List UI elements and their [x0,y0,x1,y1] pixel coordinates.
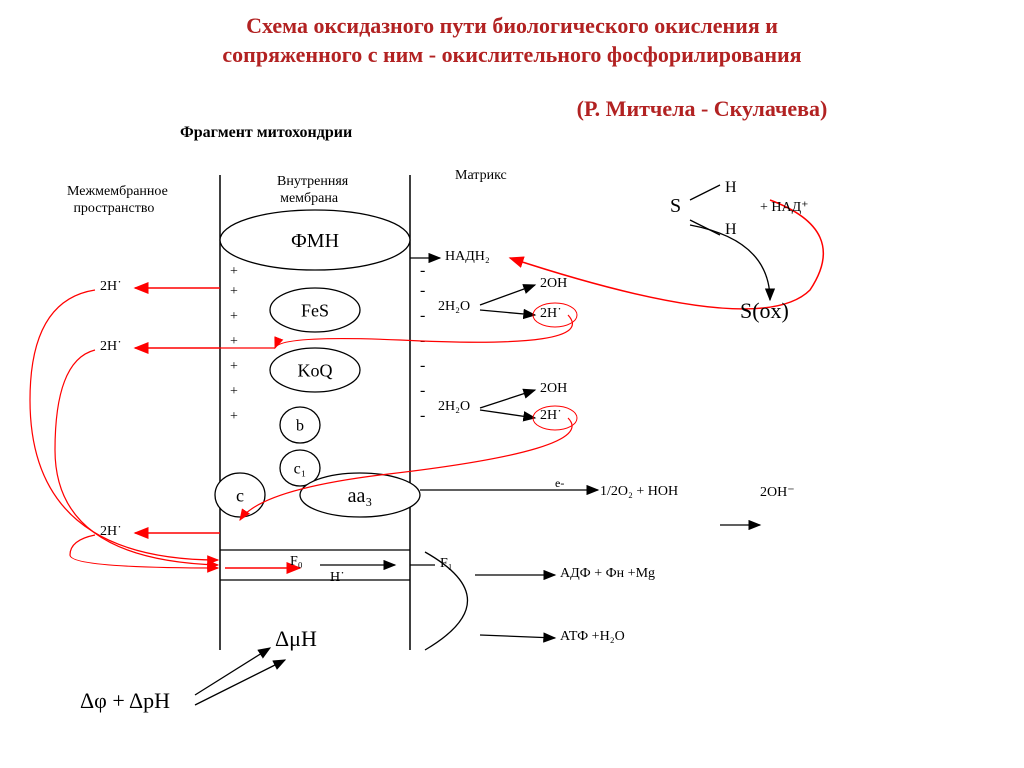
substrate-nad: + НАД⁺ [760,199,809,216]
path-s-slash-top [690,185,720,200]
charge-plus: + [230,334,238,349]
charge-plus: + [230,409,238,424]
diagram-svg: ФМНFeSKoQbc₁caa₃+-+-+-+-+-+-+- [0,0,1024,768]
matrix-adp: АДФ + Фн +Mg [560,566,655,582]
matrix-nadh2: НАДН₂ [445,249,490,265]
complex-label-c1: c₁ [294,461,307,478]
matrix-h2o_1: 2Н₂О [438,299,470,315]
arrow-dphi-to-dmh1 [195,648,270,695]
substrate-h1: H [725,179,737,197]
proton-left-0: 2H˙ [100,279,122,295]
matrix-oh_2: 2OH [540,381,567,397]
red-arrow-2h1-curve [30,290,218,560]
complex-label-koq: KoQ [298,360,333,380]
f1-label: F₁ [440,556,453,572]
substrate-sox: S(ox) [740,298,789,324]
f0-label: F₀ [290,554,303,570]
matrix-h_1: 2Н˙ [540,306,562,322]
substrate-h2: H [725,221,737,239]
matrix-oh_1: 2OH [540,276,567,292]
matrix-o2: 1/2О₂ + HOH [600,484,678,500]
arrow-h2o-split2b [480,410,535,418]
charge-plus: + [230,309,238,324]
path-s-slash-bot [690,220,720,235]
charge-plus: + [230,264,238,279]
complex-label-fes: FeS [301,300,329,320]
red-arrow-nad-to-nadh [510,200,823,309]
charge-minus: - [420,357,425,374]
matrix-e: e- [555,476,564,491]
charge-plus: + [230,284,238,299]
matrix-atp: АТФ +Н₂О [560,629,625,645]
complex-label-fmn: ФМН [291,230,339,252]
arrow-h2o-split1a [480,285,535,305]
charge-plus: + [230,359,238,374]
charge-minus: - [420,307,425,324]
charge-minus: - [420,382,425,399]
arrow-h2o-split2a [480,390,535,408]
h-dot-label: Н˙ [330,570,345,586]
charge-minus: - [420,282,425,299]
matrix-h_2: 2Н˙ [540,408,562,424]
proton-left-2: 2H˙ [100,524,122,540]
arrow-f1-to-atp [480,635,555,638]
charge-minus: - [420,262,425,279]
delta-mu-h: ΔμН [275,626,317,652]
delta-phi-ph: Δφ + ΔрН [80,688,170,714]
matrix-h2o_2: 2Н₂О [438,399,470,415]
substrate-s: S [670,195,681,218]
matrix-oh_neg: 2OH⁻ [760,484,795,501]
complex-label-c: c [236,485,244,505]
arrow-h2o-split1b [480,310,535,315]
charge-minus: - [420,407,425,424]
proton-left-1: 2H˙ [100,339,122,355]
charge-plus: + [230,384,238,399]
red-arrow-2h3-curve [70,535,218,568]
complex-label-aa3: aa₃ [348,485,373,507]
complex-label-b: b [296,418,304,435]
